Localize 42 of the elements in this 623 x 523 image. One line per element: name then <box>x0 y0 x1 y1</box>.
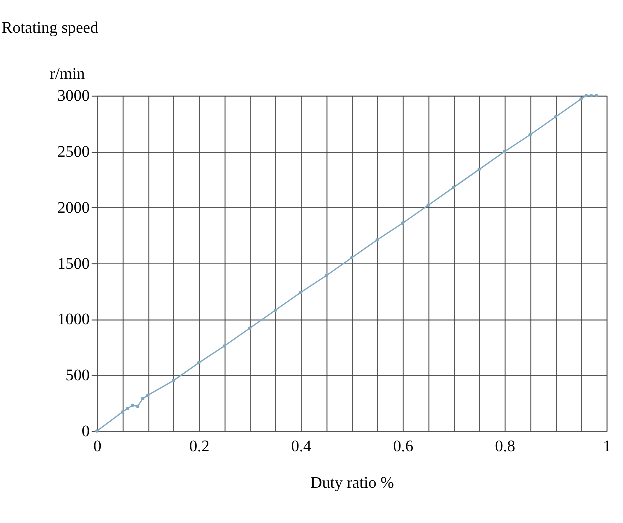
point <box>401 222 405 225</box>
point <box>274 308 278 312</box>
x-tick-label: 0 <box>94 438 102 456</box>
x-tick-label: 0.4 <box>291 438 312 456</box>
y-tick-label: 1000 <box>58 310 90 329</box>
point <box>197 361 201 365</box>
point <box>554 116 558 119</box>
x-tick-label: 0.6 <box>393 438 414 456</box>
x-axis-title: Duty ratio % <box>310 474 394 492</box>
point <box>126 407 130 411</box>
point <box>136 404 140 408</box>
point <box>131 404 134 408</box>
point <box>248 326 252 330</box>
point <box>452 186 456 190</box>
x-tick-label: 0.8 <box>495 438 516 456</box>
point <box>324 274 328 278</box>
point <box>120 410 124 414</box>
point <box>503 150 507 154</box>
point <box>528 133 532 137</box>
y-tick-label: 0 <box>82 422 90 440</box>
y-tick-label: 3000 <box>58 87 90 106</box>
y-tick-label: 1500 <box>58 254 90 273</box>
point <box>350 256 354 260</box>
point <box>584 94 588 98</box>
point <box>141 397 145 400</box>
point <box>222 344 226 348</box>
point <box>478 168 482 172</box>
point <box>376 238 380 242</box>
x-tick-label: 0.2 <box>189 438 210 456</box>
y-tick-label: 500 <box>66 366 90 385</box>
point <box>590 94 594 98</box>
point <box>146 394 150 398</box>
y-tick-label: 2000 <box>58 198 90 217</box>
point <box>594 94 598 98</box>
point <box>172 379 176 383</box>
point <box>580 98 583 101</box>
chart-title: Rotating speed <box>2 19 99 38</box>
point <box>299 290 303 294</box>
y-axis-title: r/min <box>50 65 86 84</box>
x-tick-label: 1 <box>603 438 612 456</box>
y-tick-label: 2500 <box>58 143 90 162</box>
point <box>426 204 430 208</box>
